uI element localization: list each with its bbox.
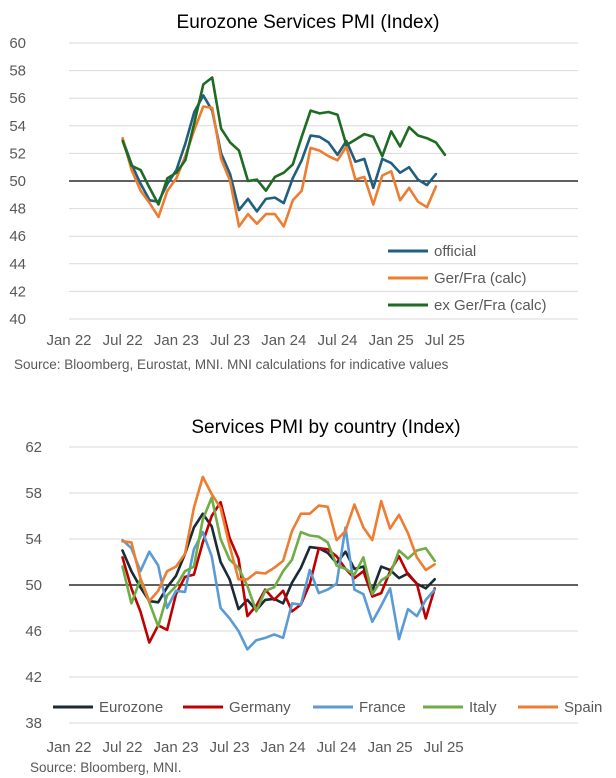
chart2-legend-spain: Spain (518, 699, 602, 716)
chart1-legend-label-official: official (434, 243, 476, 260)
x-tick-label: Jul 23 (210, 739, 250, 756)
chart1-x-tick-labels: Jan 22 Jul 22 Jan 23 Jul 23 Jan 24 Jul 24 Jan … (46, 332, 464, 349)
chart2-y-tick-labels: 38 42 46 50 54 58 62 (25, 439, 42, 732)
chart1-legend-official: official (388, 243, 476, 260)
chart2-legend-france: France (313, 699, 406, 716)
chart-eurozone-services: Eurozone Services PMI (Index) 40 42 44 46 48… (9, 12, 578, 372)
chart2-legend-eurozone: Eurozone (53, 699, 163, 716)
chart1-legend: official Ger/Fra (calc) ex Ger/Fra (calc… (388, 243, 547, 314)
chart2-legend-italy: Italy (423, 699, 497, 716)
x-tick-label: Jan 22 (46, 332, 91, 349)
chart1-legend-label-ger-fra: Ger/Fra (calc) (434, 270, 527, 287)
series-line-spain (121, 475, 437, 603)
chart2-legend-label-eurozone: Eurozone (99, 699, 163, 716)
x-tick-label: Jan 24 (261, 332, 306, 349)
chart1-series-lines (121, 76, 447, 228)
x-tick-label: Jan 25 (368, 739, 413, 756)
x-tick-label: Jan 23 (154, 332, 199, 349)
chart2-x-tick-labels: Jan 22 Jul 22 Jan 23 Jul 23 Jan 24 Jul 24 Jan … (46, 739, 463, 756)
y-tick-label: 46 (25, 623, 42, 640)
chart-services-by-country: Services PMI by country (Index) 38 42 46 50… (25, 417, 602, 775)
chart2-legend-label-germany: Germany (229, 699, 291, 716)
y-tick-label: 60 (9, 35, 26, 52)
x-tick-label: Jan 25 (369, 332, 414, 349)
chart2-source: Source: Bloomberg, MNI. (30, 760, 182, 775)
x-tick-label: Jan 24 (261, 739, 306, 756)
y-tick-label: 44 (9, 256, 26, 273)
y-tick-label: 54 (25, 531, 42, 548)
chart1-legend-label-ex-ger-fra: ex Ger/Fra (calc) (434, 297, 547, 314)
chart1-y-tick-labels: 40 42 44 46 48 50 52 54 56 58 60 (9, 35, 26, 328)
y-tick-label: 46 (9, 228, 26, 245)
y-tick-label: 56 (9, 90, 26, 107)
chart2-legend-label-spain: Spain (564, 699, 602, 716)
x-tick-label: Jul 24 (317, 332, 357, 349)
x-tick-label: Jan 22 (46, 739, 91, 756)
y-tick-label: 62 (25, 439, 42, 456)
y-tick-label: 58 (9, 63, 26, 80)
series-line-italy (121, 496, 437, 628)
chart1-legend-ger-fra: Ger/Fra (calc) (388, 270, 527, 287)
y-tick-label: 52 (9, 145, 26, 162)
x-tick-label: Jul 22 (103, 739, 143, 756)
chart2-title: Services PMI by country (Index) (191, 417, 460, 438)
series-line-ex-ger-fra-calc (121, 76, 447, 206)
chart2-series-lines (121, 475, 437, 651)
chart2-legend: Eurozone Germany France Italy Spain (53, 699, 602, 716)
x-tick-label: Jan 23 (154, 739, 199, 756)
chart2-legend-germany: Germany (183, 699, 291, 716)
x-tick-label: Jul 24 (317, 739, 357, 756)
series-line-ger-fra-calc (121, 105, 438, 228)
chart1-source: Source: Bloomberg, Eurostat, MNI. MNI ca… (14, 357, 449, 372)
chart1-title: Eurozone Services PMI (Index) (177, 12, 440, 33)
y-tick-label: 48 (9, 201, 26, 218)
y-tick-label: 42 (25, 669, 42, 686)
y-tick-label: 54 (9, 118, 26, 135)
y-tick-label: 40 (9, 311, 26, 328)
x-tick-label: Jul 23 (210, 332, 250, 349)
chart2-legend-label-france: France (359, 699, 406, 716)
x-tick-label: Jul 25 (424, 739, 464, 756)
y-tick-label: 42 (9, 283, 26, 300)
x-tick-label: Jul 22 (103, 332, 143, 349)
chart1-legend-ex-ger-fra: ex Ger/Fra (calc) (388, 297, 547, 314)
y-tick-label: 58 (25, 485, 42, 502)
y-tick-label: 50 (25, 577, 42, 594)
x-tick-label: Jul 25 (425, 332, 465, 349)
y-tick-label: 38 (25, 715, 42, 732)
chart2-legend-label-italy: Italy (469, 699, 497, 716)
series-line-eurozone (121, 512, 437, 612)
series-line-germany (121, 500, 437, 644)
y-tick-label: 50 (9, 173, 26, 190)
series-line-france (121, 526, 437, 651)
